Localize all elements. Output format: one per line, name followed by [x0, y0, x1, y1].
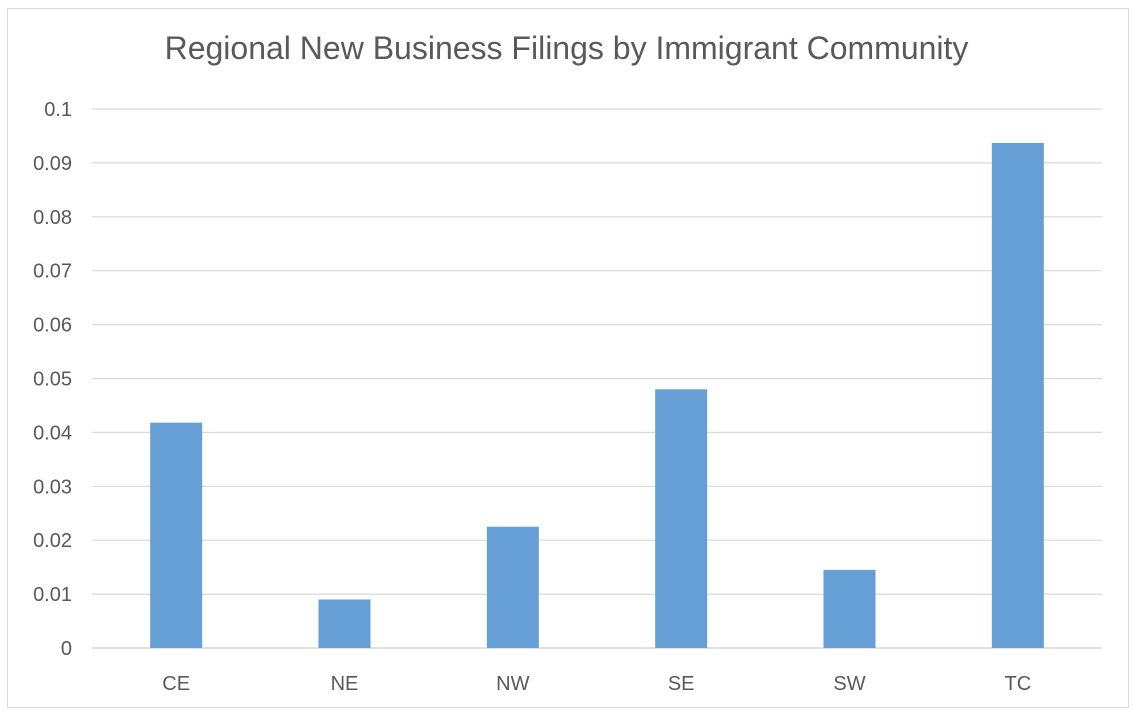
x-tick-label-ce: CE: [162, 673, 190, 695]
bar-ce: [150, 422, 203, 648]
y-tick-label: 0: [61, 638, 72, 660]
y-tick-label: 0.01: [33, 584, 72, 606]
bar-ne: [318, 599, 371, 648]
y-tick-label: 0.07: [33, 261, 72, 283]
y-tick-label: 0.09: [33, 153, 72, 175]
x-tick-label-nw: NW: [496, 673, 529, 695]
x-axis-ticks: CE NE NW SE SW TC: [162, 673, 1031, 695]
y-tick-label: 0.1: [44, 99, 72, 121]
bars: [150, 142, 1044, 648]
y-tick-label: 0.03: [33, 476, 72, 498]
chart-title: Regional New Business Filings by Immigra…: [164, 30, 969, 66]
y-axis-ticks: 0 0.01 0.02 0.03 0.04 0.05 0.06 0.07 0.08 0.09 0.1: [33, 99, 72, 660]
y-tick-label: 0.06: [33, 315, 72, 337]
x-tick-label-sw: SW: [833, 673, 865, 695]
bar-se: [655, 389, 708, 648]
bar-sw: [823, 569, 876, 648]
y-tick-label: 0.08: [33, 207, 72, 229]
x-tick-label-ne: NE: [331, 673, 359, 695]
y-tick-label: 0.02: [33, 530, 72, 552]
bar-nw: [486, 526, 539, 648]
x-tick-label-tc: TC: [1004, 673, 1031, 695]
y-tick-label: 0.05: [33, 369, 72, 391]
y-tick-label: 0.04: [33, 422, 72, 444]
bar-tc: [991, 142, 1044, 648]
x-tick-label-se: SE: [668, 673, 695, 695]
gridlines: [92, 108, 1102, 649]
